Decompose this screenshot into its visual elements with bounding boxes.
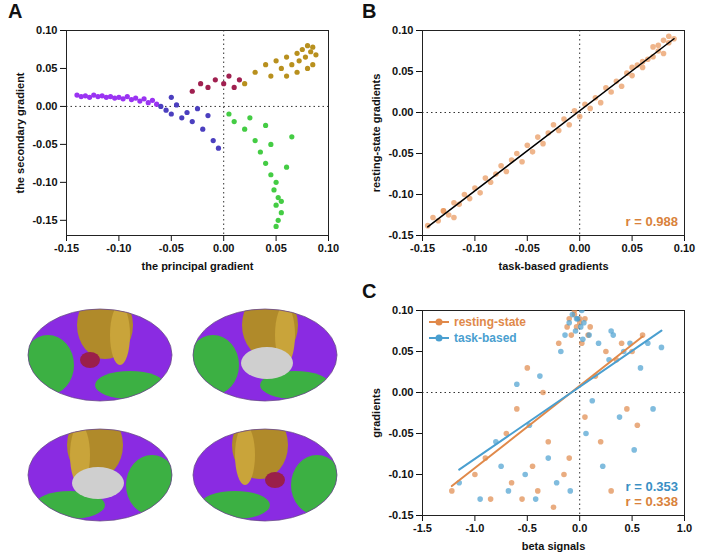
svg-text:resting-state gradients: resting-state gradients xyxy=(370,74,382,193)
html-text:resting-state: resting-state xyxy=(454,315,526,329)
svg-text:-0.10: -0.10 xyxy=(388,188,413,200)
svg-text:0.0: 0.0 xyxy=(572,522,587,534)
svg-text:task-based gradients: task-based gradients xyxy=(498,260,608,272)
svg-text:the principal gradient: the principal gradient xyxy=(142,260,254,272)
svg-text:-0.15: -0.15 xyxy=(54,242,79,254)
svg-text:-0.05: -0.05 xyxy=(388,147,413,159)
svg-text:0.05: 0.05 xyxy=(621,242,642,254)
svg-text:0.10: 0.10 xyxy=(392,304,413,316)
svg-text:-0.15: -0.15 xyxy=(388,509,413,521)
svg-text:0.05: 0.05 xyxy=(265,242,286,254)
html-text:r = 0.353: r = 0.353 xyxy=(625,479,678,494)
svg-text:0.05: 0.05 xyxy=(392,65,413,77)
svg-text:-1.0: -1.0 xyxy=(465,522,484,534)
svg-text:beta signals: beta signals xyxy=(522,540,586,552)
svg-text:-0.10: -0.10 xyxy=(462,242,487,254)
svg-text:0.10: 0.10 xyxy=(36,24,57,36)
svg-text:1.0: 1.0 xyxy=(677,522,692,534)
svg-text:0.00: 0.00 xyxy=(569,242,590,254)
svg-text:gradients: gradients xyxy=(370,388,382,438)
html-text:C: C xyxy=(362,280,377,302)
svg-text:0.00: 0.00 xyxy=(36,100,57,112)
svg-text:-0.10: -0.10 xyxy=(32,176,57,188)
html-text:r = 0.338: r = 0.338 xyxy=(625,494,678,509)
svg-text:-0.10: -0.10 xyxy=(388,468,413,480)
svg-text:-0.05: -0.05 xyxy=(159,242,184,254)
html-text:A: A xyxy=(8,0,23,22)
svg-text:-1.5: -1.5 xyxy=(413,522,432,534)
svg-text:-0.15: -0.15 xyxy=(410,242,435,254)
html-text:task-based: task-based xyxy=(454,331,517,345)
svg-text:-0.10: -0.10 xyxy=(106,242,131,254)
svg-text:-0.15: -0.15 xyxy=(32,214,57,226)
svg-text:0.10: 0.10 xyxy=(318,242,339,254)
svg-text:-0.05: -0.05 xyxy=(32,138,57,150)
svg-text:0.05: 0.05 xyxy=(36,62,57,74)
svg-text:0.00: 0.00 xyxy=(213,242,234,254)
svg-text:0.5: 0.5 xyxy=(624,522,639,534)
html-text:r = 0.988: r = 0.988 xyxy=(625,214,678,229)
svg-text:-0.05: -0.05 xyxy=(388,427,413,439)
svg-text:0.00: 0.00 xyxy=(392,386,413,398)
svg-text:-0.15: -0.15 xyxy=(388,229,413,241)
svg-text:-0.5: -0.5 xyxy=(518,522,537,534)
svg-text:0.05: 0.05 xyxy=(392,345,413,357)
svg-text:0.10: 0.10 xyxy=(674,242,695,254)
svg-text:the secondary gradient: the secondary gradient xyxy=(14,72,26,193)
html-text:B: B xyxy=(362,0,377,22)
svg-text:-0.05: -0.05 xyxy=(515,242,540,254)
svg-text:0.10: 0.10 xyxy=(392,24,413,36)
svg-text:0.00: 0.00 xyxy=(392,106,413,118)
